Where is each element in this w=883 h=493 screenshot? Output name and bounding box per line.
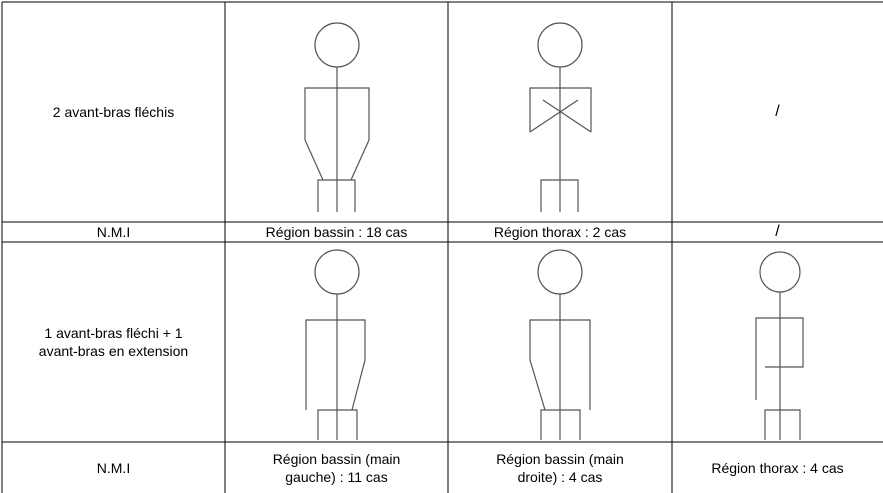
cell-text: Région thorax : 4 cas [711, 459, 844, 476]
cell-text: N.M.I [96, 459, 131, 476]
figure-pelvis-right [529, 249, 591, 440]
cell-text: Région thorax : 2 cas [493, 224, 627, 240]
row-label: 1 avant-bras fléchi + 1 avant-bras en ex… [38, 325, 189, 359]
cell-text: N.M.I [96, 224, 131, 240]
cell-text: Région bassin : 18 cas [265, 224, 408, 240]
cell-text: Région bassin (main droite) : 4 cas [496, 450, 624, 485]
cell-text: Région bassin (main gauche) : 11 cas [272, 450, 401, 485]
row-label: 2 avant-bras fléchis [52, 104, 175, 120]
figure-pelvis-left [305, 249, 366, 440]
figure-pelvis-both [304, 22, 370, 212]
figure-thorax-both [529, 22, 592, 212]
cell-text: / [775, 223, 780, 240]
figure-thorax-one [755, 251, 804, 440]
cell-text: / [775, 103, 780, 120]
